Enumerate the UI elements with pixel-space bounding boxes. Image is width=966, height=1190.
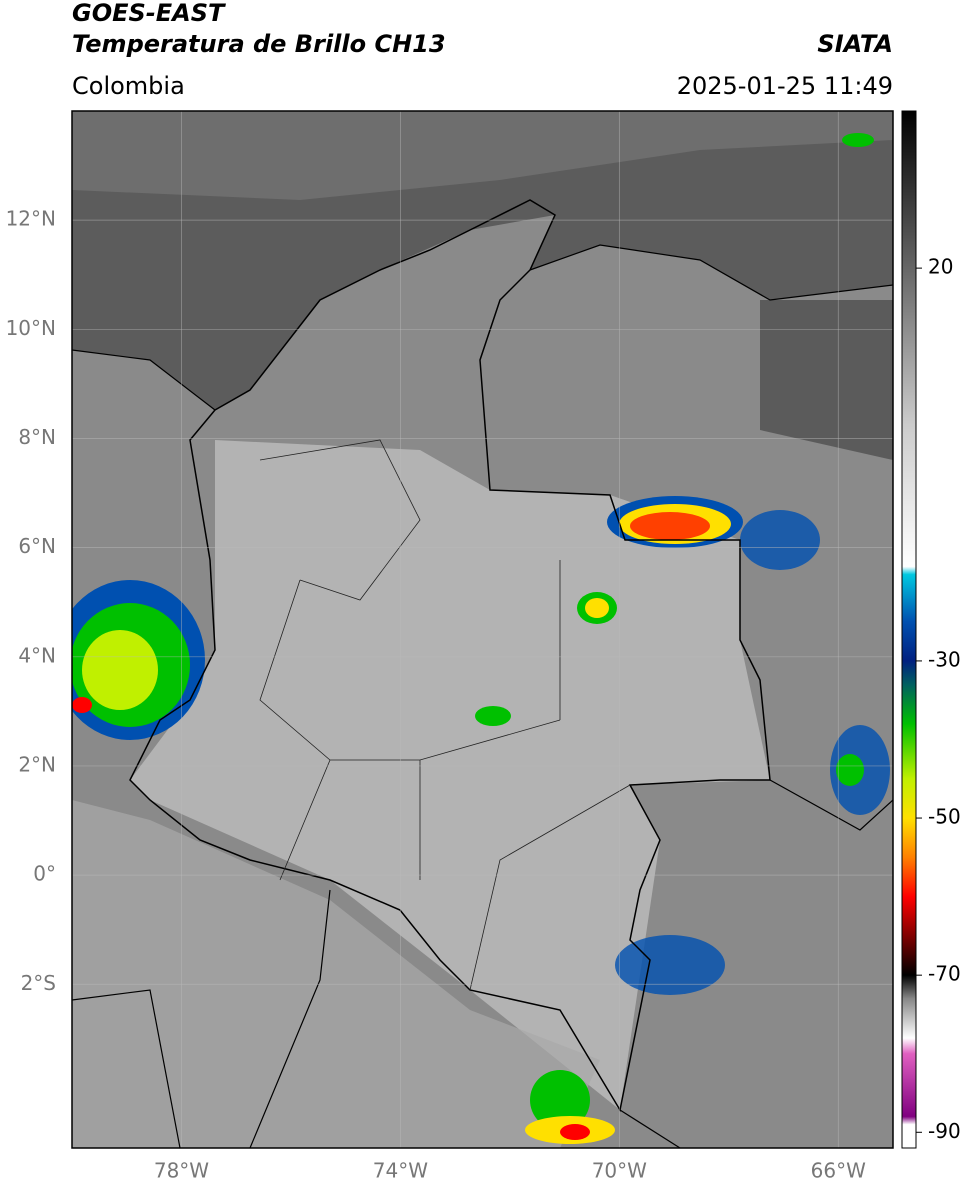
- lat-tick-label: 4°N: [18, 643, 56, 667]
- title: GOES-EAST: [72, 0, 226, 27]
- lon-tick-label: 74°W: [373, 1159, 428, 1183]
- source: SIATA: [817, 30, 893, 58]
- storm: [630, 512, 710, 540]
- storm: [585, 598, 609, 618]
- storm: [82, 630, 158, 710]
- lat-tick-label: 10°N: [6, 316, 56, 340]
- storm: [475, 706, 511, 726]
- graticule: [72, 111, 893, 1148]
- map-image: [72, 111, 893, 1148]
- lat-tick-label: 0°: [33, 862, 56, 886]
- subtitle: Temperatura de Brillo CH13: [72, 30, 446, 58]
- storm: [615, 935, 725, 995]
- colorbar: [901, 110, 917, 1149]
- map-frame: [71, 110, 894, 1149]
- storm: [560, 1124, 590, 1140]
- colorbar-tick-label: 20: [928, 255, 953, 279]
- lon-tick-label: 66°W: [811, 1159, 866, 1183]
- cloud-band: [72, 111, 893, 200]
- datetime: 2025-01-25 11:49: [677, 72, 893, 100]
- storm: [740, 510, 820, 570]
- colorbar-tick-label: -70: [928, 962, 961, 986]
- cloud-cover: [72, 800, 600, 1148]
- coastline: [72, 244, 893, 1148]
- lat-tick-label: 12°N: [6, 207, 56, 231]
- lat-tick-label: 8°N: [18, 425, 56, 449]
- colorbar-tick-label: -50: [928, 805, 961, 829]
- colorbar-tick-label: -30: [928, 647, 961, 671]
- storm: [836, 754, 864, 786]
- storm: [72, 697, 92, 713]
- department-border: [259, 439, 631, 991]
- storm: [530, 1070, 590, 1130]
- lat-tick-label: 6°N: [18, 534, 56, 558]
- lon-tick-label: 70°W: [592, 1159, 647, 1183]
- lon-tick-label: 78°W: [154, 1159, 209, 1183]
- warm-surface: [760, 300, 893, 460]
- region: Colombia: [72, 72, 185, 100]
- lat-tick-label: 2°N: [18, 752, 56, 776]
- country-border: [129, 199, 771, 1113]
- storm: [842, 133, 874, 147]
- lat-tick-label: 2°S: [21, 971, 56, 995]
- colorbar-tick-label: -90: [928, 1119, 961, 1143]
